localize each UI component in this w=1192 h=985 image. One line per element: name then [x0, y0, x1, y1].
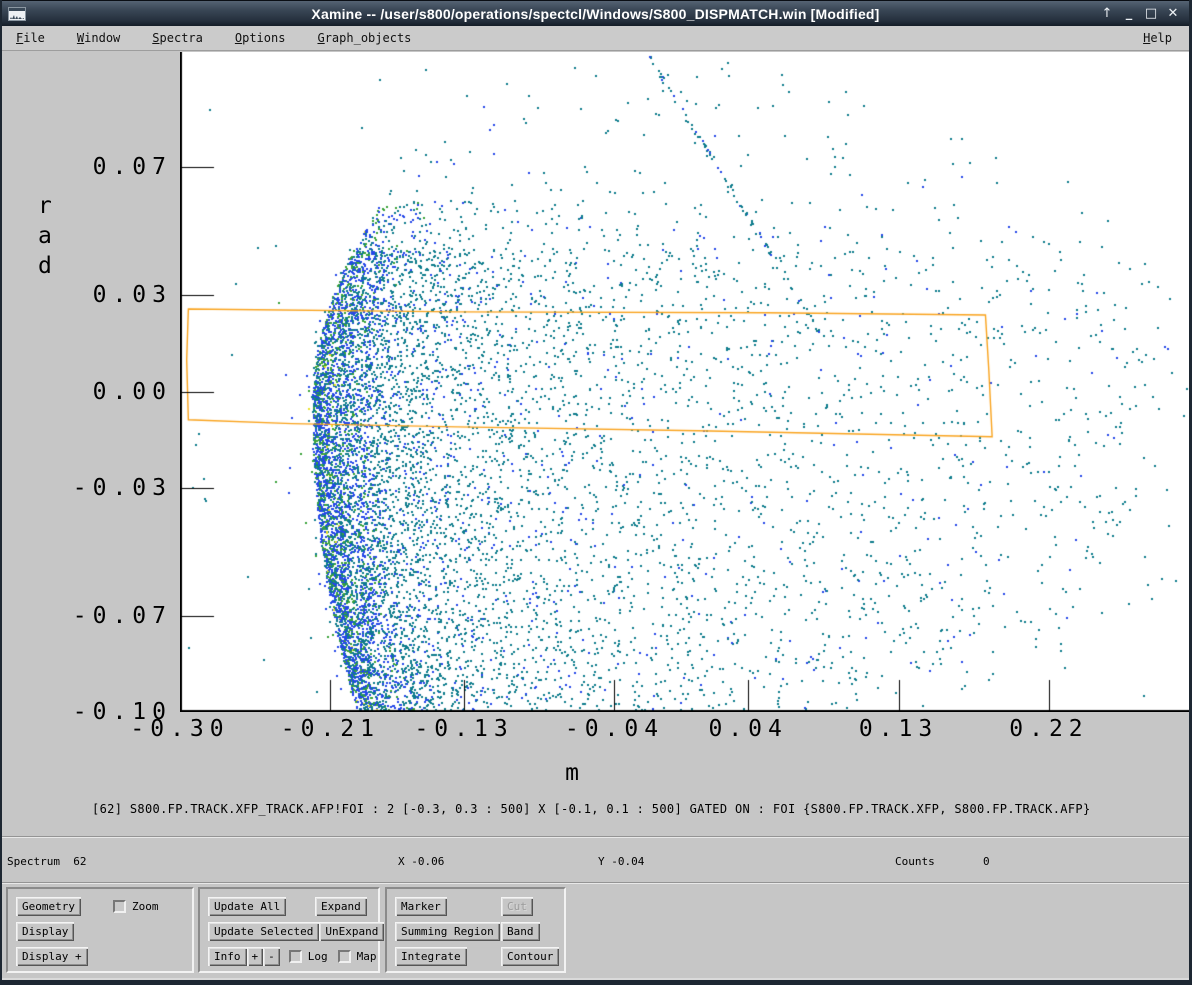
window-controls: ↑ _ □ ✕ [1099, 1, 1181, 27]
y-tick-label: -0.03 [72, 474, 172, 501]
display-button[interactable]: Display [16, 922, 75, 941]
shade-button[interactable]: ↑ [1101, 6, 1113, 21]
menu-options[interactable]: Options [234, 31, 286, 45]
x-axis-label: m [565, 760, 579, 786]
x-tick-label: -0.30 [130, 716, 230, 742]
log-checkbox-label: Log [307, 950, 328, 963]
control-panel: Geometry Zoom Display Display + Update A… [2, 884, 1189, 978]
x-tick-label: 0.13 [858, 716, 939, 742]
cut-button: Cut [501, 897, 533, 916]
close-button[interactable]: ✕ [1167, 6, 1179, 21]
menu-graph-objects[interactable]: Graph_objects [317, 31, 412, 45]
unexpand-button[interactable]: UnExpand [319, 922, 385, 941]
zoom-in-button[interactable]: + [246, 947, 264, 966]
zoom-checkbox-label: Zoom [131, 900, 159, 913]
display-plus-button[interactable]: Display + [16, 947, 88, 966]
x-tick-label: 0.04 [708, 716, 788, 742]
spectrum-caption: [62] S800.FP.TRACK.XFP_TRACK.AFP!FOI : 2… [92, 802, 1091, 816]
status-counts-value: 0 [983, 855, 990, 868]
main-area: rad m [62] S800.FP.TRACK.XFP_TRACK.AFP!F… [2, 51, 1189, 836]
y-axis-label: rad [38, 193, 52, 279]
info-button[interactable]: Info [208, 947, 247, 966]
update-group: Update All Expand Update Selected UnExpa… [198, 887, 385, 973]
y-tick-label: -0.10 [72, 699, 172, 725]
x-tick-label: -0.21 [280, 716, 381, 742]
status-bar: Spectrum 62 X -0.06 Y -0.04 Counts 0 [2, 836, 1189, 884]
log-checkbox[interactable] [288, 950, 302, 963]
x-tick-label: 0.22 [1009, 716, 1089, 742]
window-bottom-frame [2, 978, 1189, 985]
x-tick-label: -0.13 [414, 716, 514, 742]
map-checkbox[interactable] [337, 950, 351, 963]
update-selected-button[interactable]: Update Selected [208, 922, 320, 941]
window-title: Xamine -- /user/s800/operations/spectcl/… [311, 5, 880, 22]
geometry-button[interactable]: Geometry [16, 897, 81, 916]
y-tick-label: 0.00 [92, 378, 172, 405]
menu-bar: File Window Spectra Options Graph_object… [2, 26, 1189, 51]
zoom-checkbox[interactable] [112, 900, 126, 913]
spectrum-plot-canvas[interactable] [180, 52, 1189, 712]
x-tick-label: -0.04 [564, 716, 665, 742]
menu-file[interactable]: File [16, 31, 45, 45]
maximize-button[interactable]: □ [1144, 6, 1158, 21]
summing-region-button[interactable]: Summing Region [395, 922, 500, 941]
title-bar[interactable]: Xamine -- /user/s800/operations/spectcl/… [2, 0, 1189, 26]
contour-button[interactable]: Contour [501, 947, 560, 966]
app-icon[interactable] [6, 5, 28, 23]
minimize-button[interactable]: _ [1125, 6, 1133, 21]
marker-button[interactable]: Marker [395, 897, 447, 916]
map-checkbox-label: Map [356, 950, 377, 963]
y-tick-label: 0.03 [92, 282, 172, 309]
menu-spectra[interactable]: Spectra [152, 31, 203, 45]
menu-window[interactable]: Window [76, 31, 121, 45]
status-y: Y -0.04 [598, 855, 645, 868]
menu-help[interactable]: Help [1143, 31, 1172, 45]
y-tick-label: 0.07 [92, 154, 172, 181]
spectrum-thumbnail-icon [8, 6, 26, 21]
geometry-group: Geometry Zoom Display Display + [6, 887, 194, 973]
status-counts-label: Counts [895, 855, 935, 868]
update-all-button[interactable]: Update All [208, 897, 287, 916]
zoom-out-button[interactable]: - [263, 947, 280, 966]
integrate-button[interactable]: Integrate [395, 947, 467, 966]
y-tick-label: -0.07 [72, 602, 172, 629]
status-x: X -0.06 [398, 855, 445, 868]
expand-button[interactable]: Expand [315, 897, 367, 916]
graph-object-group: Marker Cut Summing Region Band Integrate… [385, 887, 566, 973]
status-spectrum: Spectrum 62 [7, 855, 87, 868]
band-button[interactable]: Band [501, 922, 540, 941]
